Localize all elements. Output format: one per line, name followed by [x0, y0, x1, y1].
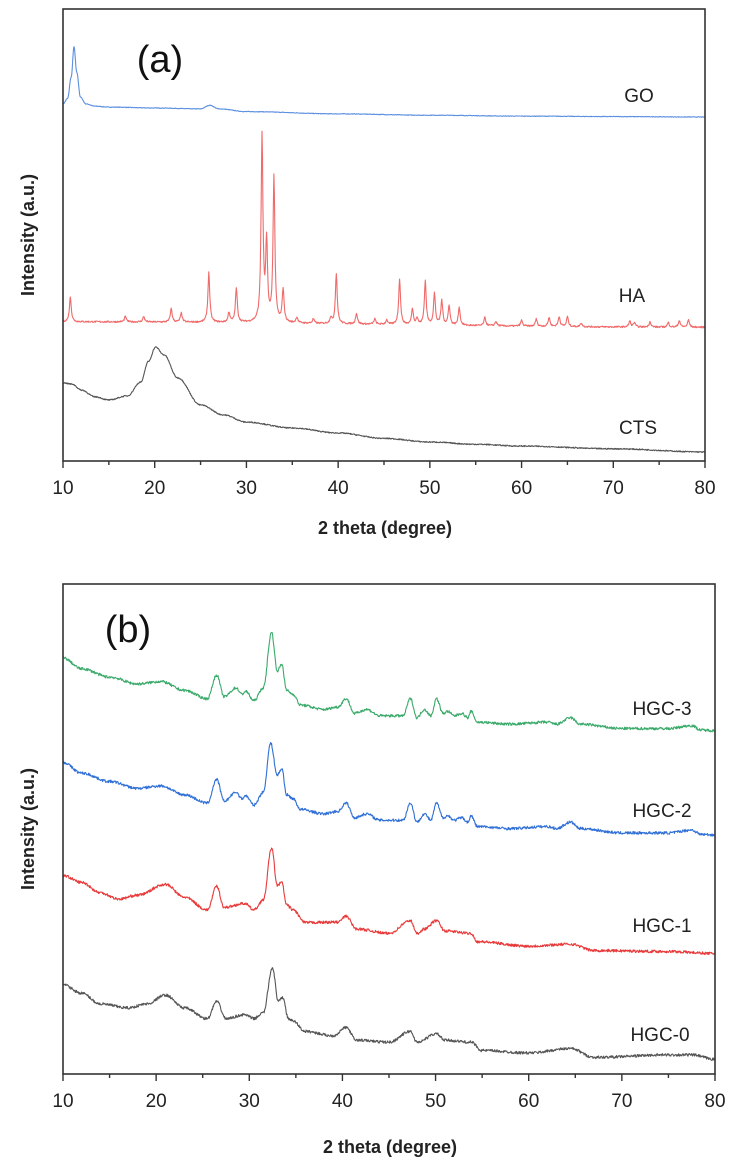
x-tick-label: 40 [328, 478, 349, 499]
panel-b-chart: 10 20 30 40 50 60 70 80 (b) HGC-3 HGC-2 HGC-1 H… [18, 583, 726, 1157]
panel-b-x-ticks: 10 20 30 40 50 60 70 80 [52, 1074, 726, 1112]
series-label-hgc-2: HGC-2 [632, 801, 691, 822]
series-line-go [62, 46, 706, 118]
x-tick-label: 10 [52, 1091, 73, 1112]
panel-b-curves [62, 631, 716, 1061]
x-tick-label: 70 [611, 1091, 632, 1112]
series-line-hgc-3 [62, 631, 716, 733]
x-tick-label: 60 [518, 1091, 539, 1112]
series-line-hgc-1 [62, 847, 716, 956]
x-tick-label: 10 [52, 478, 73, 499]
series-line-ha [62, 130, 706, 329]
panel-a-chart: 10 20 30 40 50 60 70 80 (a) GO HA CTS 2 theta (… [18, 8, 716, 538]
series-label-cts: CTS [619, 418, 657, 439]
panel-a-y-axis-title: Intensity (a.u.) [18, 174, 38, 296]
panel-b-y-axis-title: Intensity (a.u.) [18, 768, 38, 890]
panel-b-label: (b) [105, 609, 151, 651]
series-label-ha: HA [619, 286, 646, 307]
series-label-hgc-1: HGC-1 [632, 916, 691, 937]
x-tick-label: 30 [239, 1091, 260, 1112]
series-line-hgc-0 [62, 967, 716, 1061]
panel-b-plot-frame [62, 583, 716, 1075]
series-label-go: GO [624, 86, 654, 107]
x-tick-label: 20 [146, 1091, 167, 1112]
x-tick-label: 30 [236, 478, 257, 499]
panel-a-label: (a) [137, 39, 183, 81]
x-tick-label: 70 [603, 478, 624, 499]
x-tick-label: 50 [425, 1091, 446, 1112]
x-tick-label: 40 [332, 1091, 353, 1112]
x-tick-label: 20 [144, 478, 165, 499]
series-label-hgc-0: HGC-0 [630, 1025, 689, 1046]
x-tick-label: 80 [704, 1091, 725, 1112]
series-line-hgc-2 [62, 741, 716, 837]
panel-a-curves [62, 46, 706, 454]
panel-a-x-ticks: 10 20 30 40 50 60 70 80 [52, 461, 716, 499]
x-tick-label: 50 [419, 478, 440, 499]
series-line-cts [62, 346, 706, 454]
panel-b-x-axis-title: 2 theta (degree) [323, 1137, 457, 1157]
series-label-hgc-3: HGC-3 [632, 699, 691, 720]
x-tick-label: 60 [511, 478, 532, 499]
x-tick-label: 80 [694, 478, 715, 499]
panel-a-x-axis-title: 2 theta (degree) [318, 518, 452, 538]
